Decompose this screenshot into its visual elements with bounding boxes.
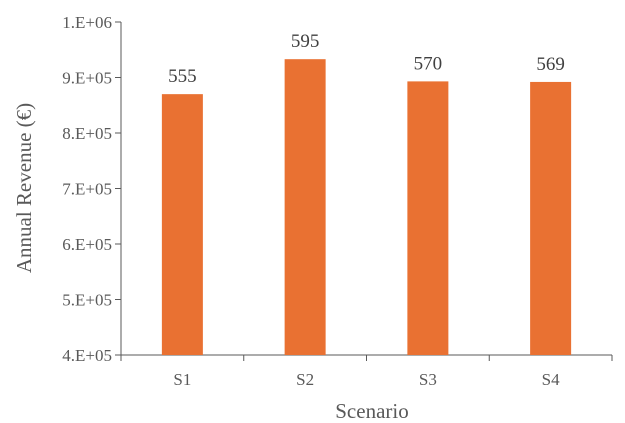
y-tick-label: 9.E+05 [62, 69, 112, 88]
y-axis-title: Annual Revenue (€) [12, 103, 36, 273]
y-tick-label: 1.E+06 [62, 13, 112, 32]
y-tick-label: 5.E+05 [62, 291, 112, 310]
bar-s4 [530, 81, 572, 355]
bar-s3 [407, 81, 449, 355]
data-labels: 555 595 570 569 [168, 31, 565, 87]
bars [161, 59, 572, 356]
x-tick-label: S3 [419, 370, 437, 389]
x-tick-label: S2 [296, 370, 314, 389]
y-tick-label: 8.E+05 [62, 124, 112, 143]
y-axis: 4.E+05 5.E+05 6.E+05 7.E+05 8.E+05 9.E+05 1.E+… [62, 13, 122, 365]
bar-s1 [161, 94, 203, 356]
y-tick-label: 4.E+05 [62, 346, 112, 365]
data-label-s1: 555 [168, 66, 197, 87]
data-label-s4: 569 [536, 54, 565, 75]
bar-s2 [284, 59, 326, 356]
x-tick-label: S1 [173, 370, 191, 389]
y-tick-label: 6.E+05 [62, 235, 112, 254]
y-tick-label: 7.E+05 [62, 180, 112, 199]
data-label-s3: 570 [414, 53, 443, 74]
x-axis: S1 S2 S3 S4 [120, 354, 613, 389]
data-label-s2: 595 [291, 31, 320, 52]
x-axis-title: Scenario [335, 399, 408, 423]
x-tick-label: S4 [542, 370, 560, 389]
